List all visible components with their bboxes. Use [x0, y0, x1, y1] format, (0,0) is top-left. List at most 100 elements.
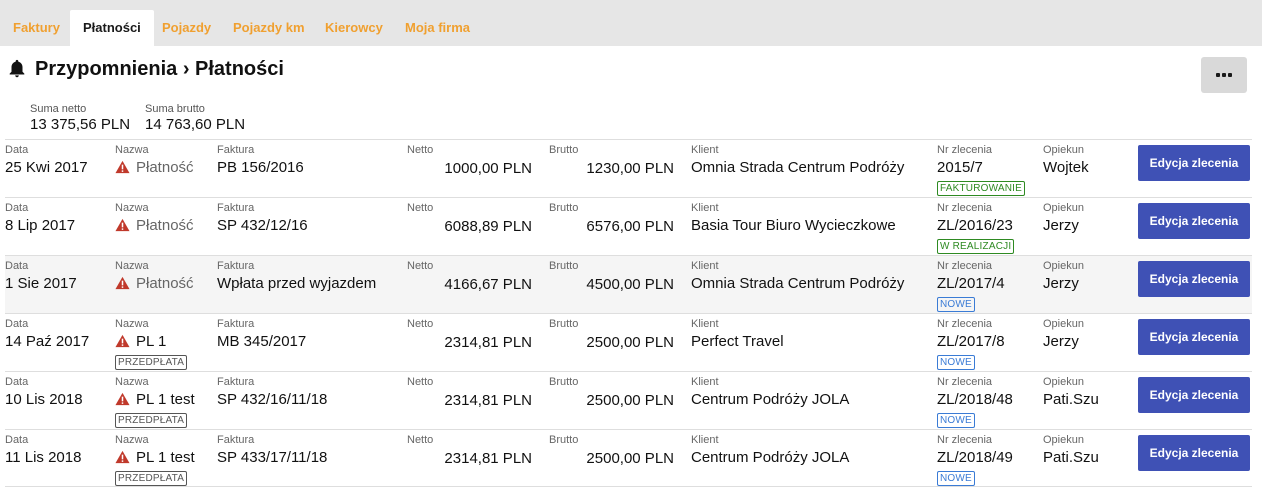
netto-value-cell: 2314,81 PLN [415, 390, 532, 411]
invoice-value: SP 433/17/11/18 [217, 449, 328, 466]
name-cell: Nazwa PL 1 test PRZEDPŁATA [115, 434, 195, 486]
date-value: 1 Sie 2017 [5, 275, 77, 292]
brutto-label-cell: Brutto [549, 376, 578, 389]
tab-platnosci[interactable]: Płatności [70, 10, 154, 46]
sum-brutto: Suma brutto 14 763,60 PLN [145, 103, 245, 133]
date-value: 11 Lis 2018 [5, 449, 82, 466]
manager-label: Opiekun [1043, 318, 1084, 330]
status-badge: NOWE [937, 297, 975, 312]
brutto-value: 2500,00 PLN [586, 392, 674, 409]
manager-value: Pati.Szu [1043, 449, 1099, 466]
edit-order-button[interactable]: Edycja zlecenia [1138, 377, 1250, 413]
invoice-value: SP 432/12/16 [217, 217, 308, 234]
invoice-label: Faktura [217, 434, 255, 446]
tab-moja-firma[interactable]: Moja firma [405, 20, 471, 35]
netto-label: Netto [407, 144, 434, 156]
date-label: Data [5, 202, 29, 214]
order-number: 2015/7 [937, 159, 983, 176]
client-cell: Klient Omnia Strada Centrum Podróży [691, 144, 904, 178]
invoice-cell: Faktura PB 156/2016 [217, 144, 304, 178]
netto-label: Netto [407, 376, 434, 388]
page-title: Przypomnienia › Płatności [35, 57, 284, 80]
invoice-label: Faktura [217, 144, 255, 156]
manager-value: Jerzy [1043, 217, 1079, 234]
brutto-value-cell: 2500,00 PLN [557, 448, 674, 469]
netto-label-cell: Netto [407, 144, 433, 157]
invoice-label: Faktura [217, 202, 255, 214]
order-cell: Nr zlecenia ZL/2018/49 NOWE [937, 434, 1013, 486]
name-label: Nazwa [115, 434, 149, 446]
netto-value-cell: 4166,67 PLN [415, 274, 532, 295]
warning-icon [115, 276, 130, 290]
client-label: Klient [691, 434, 719, 446]
brutto-label: Brutto [549, 376, 579, 388]
edit-order-button[interactable]: Edycja zlecenia [1138, 145, 1250, 181]
edit-order-button[interactable]: Edycja zlecenia [1138, 435, 1250, 471]
status-badge: FAKTUROWANIE [937, 181, 1026, 196]
order-number: ZL/2016/23 [937, 217, 1013, 234]
prepayment-badge: PRZEDPŁATA [115, 413, 188, 428]
name-label: Nazwa [115, 318, 149, 330]
brutto-label-cell: Brutto [549, 318, 578, 331]
manager-value: Wojtek [1043, 159, 1089, 176]
order-label: Nr zlecenia [937, 260, 993, 272]
sum-netto-value: 13 375,56 PLN [30, 116, 131, 133]
client-value: Perfect Travel [691, 333, 784, 350]
netto-value: 1000,00 PLN [444, 160, 532, 177]
brutto-label-cell: Brutto [549, 202, 578, 215]
netto-value-cell: 2314,81 PLN [415, 448, 532, 469]
more-options-button[interactable] [1201, 57, 1247, 93]
edit-order-button[interactable]: Edycja zlecenia [1138, 319, 1250, 355]
netto-value: 6088,89 PLN [444, 218, 532, 235]
manager-label: Opiekun [1043, 144, 1084, 156]
name-value: PL 1 test [136, 391, 195, 408]
brutto-value-cell: 2500,00 PLN [557, 332, 674, 353]
date-cell: Data 11 Lis 2018 [5, 434, 81, 468]
brutto-value-cell: 2500,00 PLN [557, 390, 674, 411]
tab-pojazdy-km[interactable]: Pojazdy km [233, 20, 305, 35]
edit-order-button[interactable]: Edycja zlecenia [1138, 261, 1250, 297]
status-badge: NOWE [937, 355, 975, 370]
manager-value: Pati.Szu [1043, 391, 1099, 408]
brutto-label-cell: Brutto [549, 144, 578, 157]
order-number: ZL/2018/49 [937, 449, 1013, 466]
client-value: Basia Tour Biuro Wycieczkowe [691, 217, 896, 234]
name-cell: Nazwa Płatność [115, 144, 194, 178]
order-cell: Nr zlecenia ZL/2018/48 NOWE [937, 376, 1013, 428]
invoice-cell: Faktura SP 432/12/16 [217, 202, 308, 236]
order-label: Nr zlecenia [937, 434, 993, 446]
netto-label-cell: Netto [407, 376, 433, 389]
sum-brutto-value: 14 763,60 PLN [145, 116, 246, 133]
order-label: Nr zlecenia [937, 318, 993, 330]
date-cell: Data 25 Kwi 2017 [5, 144, 88, 178]
tab-pojazdy[interactable]: Pojazdy [162, 20, 212, 35]
manager-label: Opiekun [1043, 202, 1084, 214]
manager-label: Opiekun [1043, 434, 1084, 446]
manager-value: Jerzy [1043, 275, 1079, 292]
name-cell: Nazwa PL 1 PRZEDPŁATA [115, 318, 188, 370]
name-value: PL 1 test [136, 449, 195, 466]
warning-icon [115, 392, 130, 406]
date-value: 10 Lis 2018 [5, 391, 83, 408]
name-cell: Nazwa PL 1 test PRZEDPŁATA [115, 376, 195, 428]
edit-order-button[interactable]: Edycja zlecenia [1138, 203, 1250, 239]
payments-list: Data 25 Kwi 2017 Nazwa Płatność Faktura PB 15… [5, 139, 1252, 487]
date-label: Data [5, 318, 29, 330]
manager-value: Jerzy [1043, 333, 1079, 350]
date-cell: Data 8 Lip 2017 [5, 202, 75, 236]
name-cell: Nazwa Płatność [115, 202, 194, 236]
brutto-label: Brutto [549, 144, 579, 156]
client-label: Klient [691, 318, 719, 330]
order-number: ZL/2017/8 [937, 333, 1005, 350]
tab-kierowcy[interactable]: Kierowcy [325, 20, 383, 35]
date-value: 25 Kwi 2017 [5, 159, 88, 176]
tab-faktury[interactable]: Faktury [13, 20, 60, 35]
bell-icon [9, 59, 25, 78]
sum-netto: Suma netto 13 375,56 PLN [30, 103, 130, 133]
client-label: Klient [691, 144, 719, 156]
netto-value-cell: 6088,89 PLN [415, 216, 532, 237]
date-label: Data [5, 434, 29, 446]
date-cell: Data 1 Sie 2017 [5, 260, 77, 294]
name-label: Nazwa [115, 144, 149, 156]
sum-brutto-label: Suma brutto [145, 103, 205, 115]
